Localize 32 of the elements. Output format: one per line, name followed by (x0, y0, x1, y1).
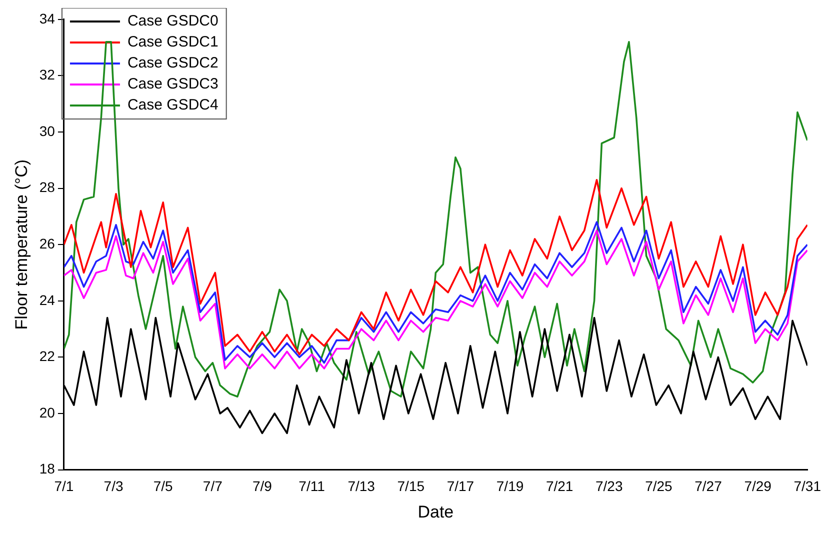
x-tick-label: 7/19 (496, 478, 524, 494)
y-tick-label: 30 (39, 122, 56, 139)
y-tick-label: 28 (39, 179, 56, 196)
x-tick-label: 7/9 (252, 478, 272, 494)
x-tick-label: 7/25 (645, 478, 673, 494)
x-tick-label: 7/21 (546, 478, 574, 494)
y-tick-label: 20 (39, 404, 56, 420)
x-tick-label: 7/13 (348, 478, 376, 494)
x-tick-label: 7/23 (596, 478, 623, 494)
y-tick-label: 34 (39, 10, 56, 26)
x-tick-label: 7/3 (104, 478, 124, 494)
y-tick-label: 24 (39, 292, 56, 308)
x-tick-label: 7/29 (744, 478, 772, 494)
x-axis-title: Date (418, 502, 454, 522)
y-tick-label: 22 (39, 348, 56, 364)
x-tick-label: 7/15 (397, 478, 425, 494)
x-tick-label: 7/31 (794, 478, 822, 494)
x-tick-label: 7/5 (153, 478, 174, 494)
y-tick-label: 26 (39, 235, 56, 252)
legend-label: Case GSDC1 (127, 34, 218, 51)
y-axis-title: Floor temperature (°C) (12, 159, 31, 330)
legend-label: Case GSDC4 (127, 96, 218, 114)
x-tick-label: 7/27 (694, 478, 722, 494)
legend-label: Case GSDC3 (127, 76, 218, 93)
legend-label: Case GSDC2 (127, 54, 218, 72)
y-tick-label: 32 (39, 66, 56, 83)
y-tick-label: 18 (39, 460, 56, 477)
legend-label: Case GSDC0 (127, 12, 218, 30)
x-tick-label: 7/11 (298, 478, 326, 494)
x-tick-label: 7/17 (446, 478, 474, 494)
x-tick-label: 7/7 (202, 478, 223, 494)
x-tick-label: 7/1 (54, 478, 74, 494)
